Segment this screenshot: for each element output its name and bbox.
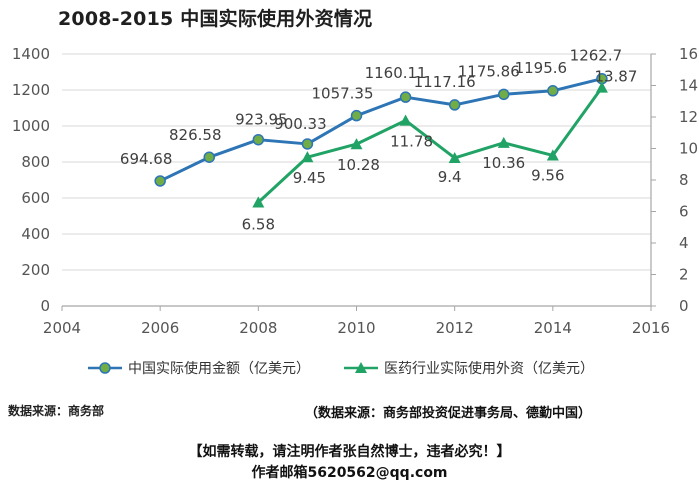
y-right-tick-8: 8 xyxy=(679,171,689,189)
series-1-label-2012: 1117.16 xyxy=(414,73,476,91)
y-left-tick-1400: 1400 xyxy=(12,45,50,63)
series-2-label-2013: 10.36 xyxy=(482,154,525,172)
series-1-label-2011: 1160.11 xyxy=(365,64,427,82)
legend-swatch-series-2 xyxy=(344,362,378,373)
x-tick-2004: 2004 xyxy=(43,319,81,337)
series-1-point-2007 xyxy=(203,151,215,163)
gridlines xyxy=(62,53,651,271)
series-2-label-2015: 13.87 xyxy=(594,68,637,86)
y-left-tick-0: 0 xyxy=(40,297,50,315)
series-1-point-2012 xyxy=(448,99,461,111)
series-1-label-2015: 1262.7 xyxy=(570,47,623,65)
legend-label-series-1: 中国实际使用金额（亿美元） xyxy=(128,361,310,377)
series-1-point-2014 xyxy=(547,85,559,97)
tick-labels: 0 200 400 600 800 1000 1200 1400 0 2 4 6 8 10 12 14 16 20… xyxy=(12,45,698,337)
source-right: （数据来源：商务部投资促进事务局、德勤中国） xyxy=(305,406,592,421)
y-left-tick-1200: 1200 xyxy=(12,81,50,99)
series-1-label-2009: 900.33 xyxy=(274,115,327,133)
y-right-tick-2: 2 xyxy=(679,266,689,284)
series-1-label-2008: 923.95 xyxy=(235,111,288,129)
x-tick-2006: 2006 xyxy=(141,319,179,337)
y-left-tick-200: 200 xyxy=(21,261,50,279)
series-2-label-2009: 9.45 xyxy=(293,169,326,187)
series-2-point-2014 xyxy=(546,149,559,161)
y-left-tick-600: 600 xyxy=(21,189,50,207)
x-tick-2014: 2014 xyxy=(534,319,572,337)
data-labels: 694.68826.58923.95900.331057.351160.1111… xyxy=(120,47,637,234)
series-2-point-2008 xyxy=(252,196,265,208)
series-2-label-2011: 11.78 xyxy=(390,132,433,150)
y-left-tick-800: 800 xyxy=(21,153,50,171)
legend: 中国实际使用金额（亿美元） 医药行业实际使用外资（亿美元） xyxy=(0,356,699,382)
series-2-point-2012 xyxy=(448,151,461,164)
y-left-tick-1000: 1000 xyxy=(12,117,50,135)
x-tick-2012: 2012 xyxy=(436,319,474,337)
axes xyxy=(61,53,656,311)
series-2-point-2011 xyxy=(399,114,412,126)
series-1-label-2010: 1057.35 xyxy=(311,85,373,103)
series-2-point-2015 xyxy=(595,81,608,93)
series-1-line xyxy=(159,77,603,183)
series-1-label-2014: 1195.6 xyxy=(515,59,568,77)
series-2-label-2012: 9.4 xyxy=(438,168,462,186)
series-1-point-2008 xyxy=(252,133,265,146)
y-left-tick-400: 400 xyxy=(21,225,50,243)
y-right-tick-10: 10 xyxy=(679,140,698,158)
series-1-label-2006: 694.68 xyxy=(120,150,173,168)
series-1-point-2009 xyxy=(301,138,314,150)
series-1-label-2007: 826.58 xyxy=(169,126,222,144)
series-2-point-2010 xyxy=(350,138,363,150)
y-right-tick-12: 12 xyxy=(679,108,698,126)
x-tick-2016: 2016 xyxy=(632,319,670,337)
series-2-label-2010: 10.28 xyxy=(337,156,380,174)
series-1-point-2010 xyxy=(350,109,363,122)
series-1-point-2013 xyxy=(498,88,510,101)
series-lines xyxy=(159,77,604,204)
y-right-tick-16: 16 xyxy=(679,45,698,63)
legend-label-series-2: 医药行业实际使用外资（亿美元） xyxy=(384,361,594,377)
y-right-tick-14: 14 xyxy=(679,77,698,95)
copyright-note: 【如需转载，请注明作者张自然博士，违者必究！】 xyxy=(188,444,511,460)
series-1-label-2013: 1175.86 xyxy=(458,62,520,80)
line-chart: 0 200 400 600 800 1000 1200 1400 0 2 4 6 8 10 12 14 16 20… xyxy=(12,45,698,337)
legend-swatch-series-1 xyxy=(88,362,122,374)
legend-item-series-1: 中国实际使用金额（亿美元） xyxy=(88,356,310,380)
series-2-label-2008: 6.58 xyxy=(242,215,275,233)
page-title: 2008-2015 中国实际使用外资情况 xyxy=(58,8,373,30)
series-2-point-2009 xyxy=(301,151,314,163)
series-2-label-2014: 9.56 xyxy=(531,166,564,184)
series-markers xyxy=(154,72,608,208)
y-right-tick-6: 6 xyxy=(679,203,689,221)
legend-item-series-2: 医药行业实际使用外资（亿美元） xyxy=(344,356,594,380)
source-left: 数据来源：商务部 xyxy=(8,404,105,418)
x-tick-2010: 2010 xyxy=(337,319,375,337)
series-2-line xyxy=(257,86,604,204)
y-right-tick-0: 0 xyxy=(679,297,689,315)
series-1-point-2011 xyxy=(399,91,412,103)
series-1-point-2006 xyxy=(154,175,166,187)
x-tick-2008: 2008 xyxy=(239,319,277,337)
series-2-point-2013 xyxy=(497,136,510,148)
y-right-tick-4: 4 xyxy=(679,234,689,252)
author-email: 作者邮箱5620562@qq.com xyxy=(251,465,448,481)
